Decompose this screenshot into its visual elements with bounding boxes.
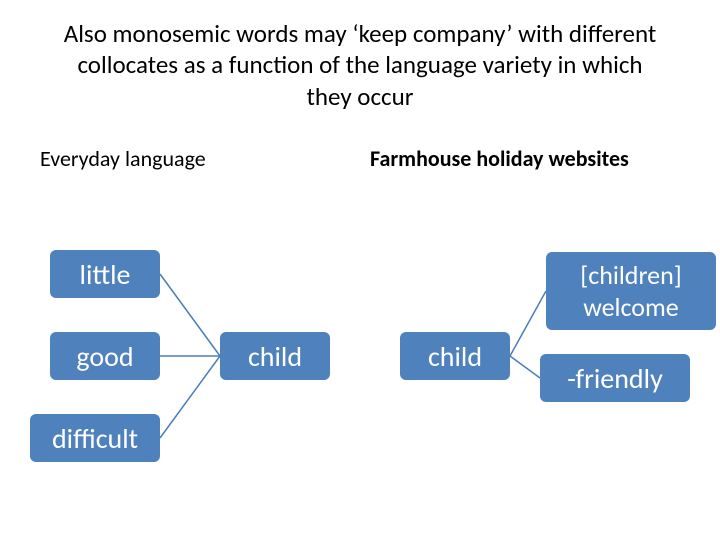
node-good: good <box>50 332 160 380</box>
node-difficult: difficult <box>30 414 160 462</box>
edge-child_r-welcome <box>510 291 546 356</box>
node-welcome: [children] welcome <box>546 252 716 330</box>
node-little: little <box>50 250 160 298</box>
node-child_l: child <box>220 332 330 380</box>
edge-little-child_l <box>160 274 220 356</box>
node-friendly: -friendly <box>540 354 690 402</box>
edge-difficult-child_l <box>160 356 220 438</box>
edge-child_r-friendly <box>510 356 540 378</box>
node-child_r: child <box>400 332 510 380</box>
subhead-right: Farmhouse holiday websites <box>370 145 629 172</box>
slide-title: Also monosemic words may ‘keep company’ … <box>60 18 660 112</box>
subhead-left: Everyday language <box>40 145 206 172</box>
